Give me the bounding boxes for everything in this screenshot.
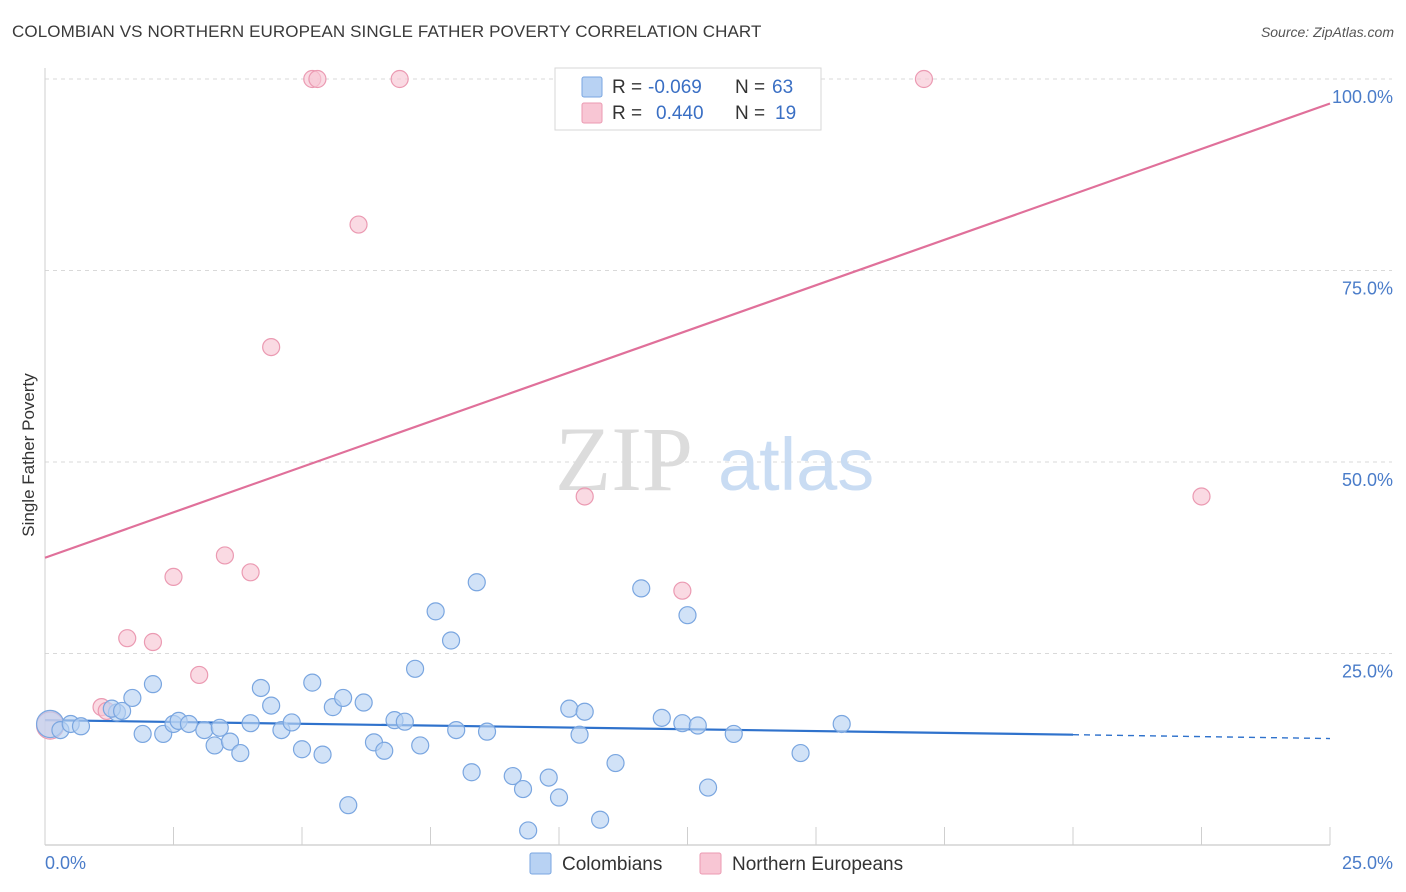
point-colombians-25 — [303, 673, 322, 692]
point-colombians-58 — [698, 778, 718, 797]
grid-lines — [45, 78, 1392, 654]
point-colombians-34 — [395, 712, 414, 731]
legend-r-label-2: R = — [612, 103, 642, 124]
point-colombians-23 — [282, 713, 301, 732]
point-colombians-16 — [210, 718, 229, 737]
bottom-legend-northern-europeans: Northern Europeans — [732, 854, 903, 875]
point-colombians-60 — [791, 743, 810, 763]
point-colombians-53 — [632, 579, 651, 598]
point-colombians-24 — [292, 740, 312, 759]
point-northern-europeans-10 — [308, 69, 327, 89]
point-colombians-7 — [123, 688, 142, 708]
trend-line-colombians-extension — [1072, 733, 1331, 740]
point-colombians-18 — [231, 743, 250, 763]
legend-swatch-northern-europeans — [581, 102, 603, 124]
chart-title: COLOMBIAN VS NORTHERN EUROPEAN SINGLE FA… — [12, 22, 762, 41]
point-colombians-17 — [220, 732, 240, 751]
point-colombians-26 — [313, 745, 332, 764]
point-northern-europeans-14 — [673, 581, 692, 600]
point-colombians-46 — [539, 768, 558, 787]
point-colombians-20 — [251, 678, 270, 698]
x-tick-label-0: 0.0% — [45, 853, 86, 873]
legend-r-value-2: 0.440 — [656, 103, 704, 124]
point-colombians-54 — [652, 708, 671, 727]
point-colombians-21 — [262, 696, 281, 715]
point-colombians-56 — [678, 606, 697, 625]
watermark: ZIP atlas — [555, 408, 874, 510]
series-legend: Colombians Northern Europeans — [529, 852, 903, 875]
source-label: Source: ZipAtlas.com — [1260, 24, 1394, 40]
point-colombians-57 — [688, 716, 707, 735]
point-northern-europeans-3 — [143, 632, 163, 652]
point-colombians-44 — [513, 779, 533, 799]
point-colombians-28 — [334, 688, 353, 708]
point-colombians-14 — [195, 720, 214, 740]
legend-swatch-colombians — [581, 76, 603, 98]
y-tick-label-1: 50.0% — [1342, 470, 1393, 490]
point-colombians-13 — [179, 714, 199, 734]
point-colombians-48 — [560, 699, 579, 718]
point-colombians-36 — [411, 736, 430, 755]
point-colombians-30 — [354, 693, 373, 712]
point-northern-europeans-8 — [262, 338, 281, 357]
point-northern-europeans-16 — [914, 69, 934, 89]
watermark-atlas: atlas — [718, 423, 874, 506]
point-colombians-32 — [375, 741, 394, 760]
data-points — [35, 69, 1211, 840]
bottom-legend-swatch-colombians — [529, 852, 552, 875]
point-colombians-61 — [832, 714, 851, 734]
point-colombians-6 — [112, 701, 132, 721]
point-northern-europeans-5 — [190, 665, 209, 685]
point-colombians-55 — [673, 714, 692, 733]
point-colombians-41 — [467, 573, 486, 592]
point-colombians-59 — [724, 724, 743, 744]
legend-n-value-2: 19 — [775, 103, 796, 124]
tick-labels: 25.0% 50.0% 75.0% 100.0% 0.0% 25.0% — [45, 87, 1393, 873]
legend-n-label-1: N = — [735, 77, 765, 98]
point-colombians-42 — [477, 722, 497, 741]
point-colombians-19 — [241, 714, 260, 733]
point-northern-europeans-2 — [118, 629, 137, 648]
y-tick-label-0: 25.0% — [1342, 662, 1393, 682]
point-northern-europeans-13 — [575, 487, 594, 506]
y-tick-label-3: 100.0% — [1332, 87, 1393, 107]
point-northern-europeans-4 — [164, 567, 183, 587]
point-colombians-49 — [570, 725, 589, 744]
point-northern-europeans-17 — [1192, 487, 1211, 506]
point-colombians-47 — [549, 788, 569, 807]
point-northern-europeans-6 — [215, 546, 234, 565]
point-northern-europeans-12 — [390, 69, 409, 89]
legend-n-value-1: 63 — [772, 77, 793, 98]
y-tick-label-2: 75.0% — [1342, 279, 1393, 299]
point-colombians-35 — [405, 659, 425, 678]
watermark-zip: ZIP — [555, 408, 693, 510]
point-colombians-50 — [575, 702, 594, 721]
point-colombians-40 — [462, 763, 481, 782]
point-colombians-43 — [503, 766, 522, 786]
point-colombians-52 — [606, 753, 625, 773]
point-colombians-15 — [205, 736, 224, 755]
bottom-legend-colombians: Colombians — [562, 854, 662, 875]
point-colombians-39 — [447, 720, 466, 740]
point-colombians-37 — [426, 602, 445, 621]
point-colombians-3 — [71, 717, 91, 736]
point-colombians-29 — [339, 796, 358, 815]
point-colombians-38 — [441, 631, 461, 650]
y-axis-label: Single Father Poverty — [19, 373, 38, 537]
trend-line-northern-europeans — [44, 102, 1331, 559]
point-colombians-8 — [133, 724, 152, 744]
legend-r-value-1: -0.069 — [648, 77, 702, 98]
legend-r-label-1: R = — [612, 77, 642, 98]
point-northern-europeans-11 — [349, 215, 368, 234]
point-colombians-45 — [519, 821, 538, 840]
stats-legend: R = -0.069 N = 63 R = 0.440 N = 19 — [554, 67, 822, 131]
x-tick-label-1: 25.0% — [1342, 853, 1393, 873]
point-colombians-9 — [143, 675, 163, 694]
point-colombians-51 — [591, 810, 610, 829]
legend-n-label-2: N = — [735, 103, 765, 124]
point-northern-europeans-7 — [241, 563, 260, 582]
bottom-legend-swatch-northern-europeans — [699, 852, 722, 875]
